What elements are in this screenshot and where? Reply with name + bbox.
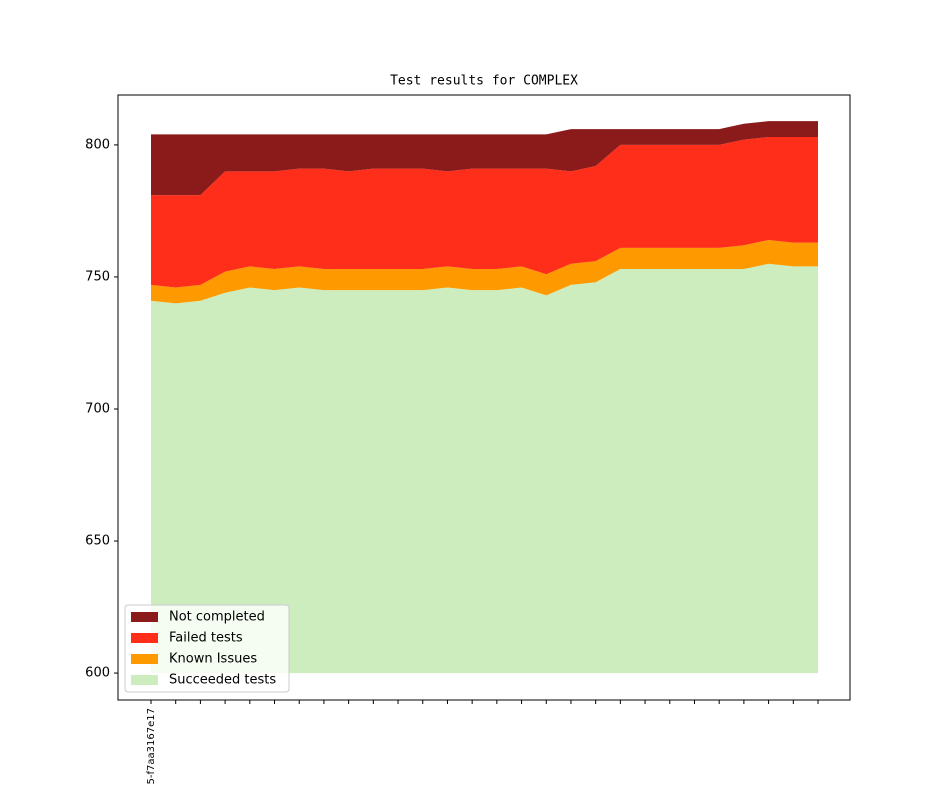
y-tick-label: 600 <box>85 666 110 681</box>
x-tick-label: 5-f7aa3167e17 <box>146 708 157 784</box>
legend-swatch <box>131 612 158 622</box>
plot-frame <box>117 94 851 701</box>
legend: Not completed Failed tests Known Issues Suc… <box>124 604 290 693</box>
legend-label: Known Issues <box>169 652 257 667</box>
legend-label: Succeeded tests <box>169 673 276 688</box>
legend-label: Not completed <box>169 610 265 625</box>
y-tick-label: 650 <box>85 534 110 549</box>
legend-swatch <box>131 675 158 685</box>
legend-label: Failed tests <box>169 631 243 646</box>
area <box>151 239 818 304</box>
legend-swatch <box>131 654 158 664</box>
legend-box <box>124 604 290 693</box>
y-tick-label: 800 <box>85 137 110 152</box>
y-tick-label: 700 <box>85 401 110 416</box>
chart-title: Test results for COMPLEX <box>390 74 578 89</box>
area <box>151 136 818 288</box>
area <box>151 121 818 196</box>
y-tick-label: 750 <box>85 269 110 284</box>
legend-swatch <box>131 633 158 643</box>
area <box>151 263 818 674</box>
